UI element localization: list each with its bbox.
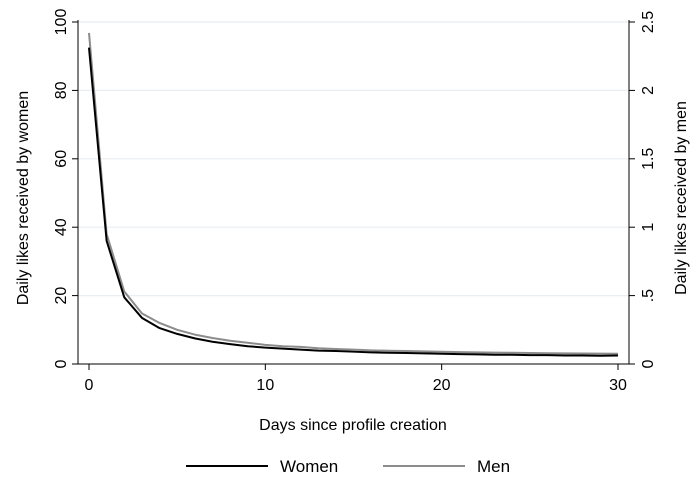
y-tick-label-left: 100 bbox=[53, 9, 70, 36]
y-tick-label-left: 80 bbox=[53, 81, 70, 99]
y-tick-label-right: 2 bbox=[640, 86, 657, 95]
legend: Women Men bbox=[186, 457, 510, 476]
y-axis-title-right: Daily likes received by men bbox=[673, 101, 690, 295]
y-tick-label-left: 20 bbox=[53, 287, 70, 305]
y-tick-label-right: 0 bbox=[640, 359, 657, 368]
y-tick-label-right: 1 bbox=[640, 223, 657, 232]
series-line-men bbox=[88, 32, 619, 355]
series-lines bbox=[88, 32, 619, 357]
legend-label-women: Women bbox=[280, 457, 338, 476]
y-axis-title-left: Daily likes received by women bbox=[15, 91, 32, 305]
x-tick-label: 10 bbox=[256, 377, 274, 394]
y-tick-label-right: .5 bbox=[640, 289, 657, 302]
legend-label-men: Men bbox=[477, 457, 510, 476]
axes: 0 10 20 30 0 20 40 60 80 100 0 .5 1 1.5 2 2.5 bbox=[53, 9, 657, 394]
x-axis-title: Days since profile creation bbox=[259, 417, 447, 434]
series-line-women bbox=[88, 47, 619, 357]
y-tick-label-left: 0 bbox=[53, 359, 70, 368]
y-tick-label-left: 40 bbox=[53, 218, 70, 236]
y-tick-label-left: 60 bbox=[53, 150, 70, 168]
y-tick-label-right: 1.5 bbox=[640, 148, 657, 170]
y-tick-label-right: 2.5 bbox=[640, 11, 657, 33]
grid-lines bbox=[78, 21, 629, 297]
x-tick-label: 0 bbox=[85, 377, 94, 394]
x-tick-label: 20 bbox=[433, 377, 451, 394]
x-tick-label: 30 bbox=[609, 377, 627, 394]
